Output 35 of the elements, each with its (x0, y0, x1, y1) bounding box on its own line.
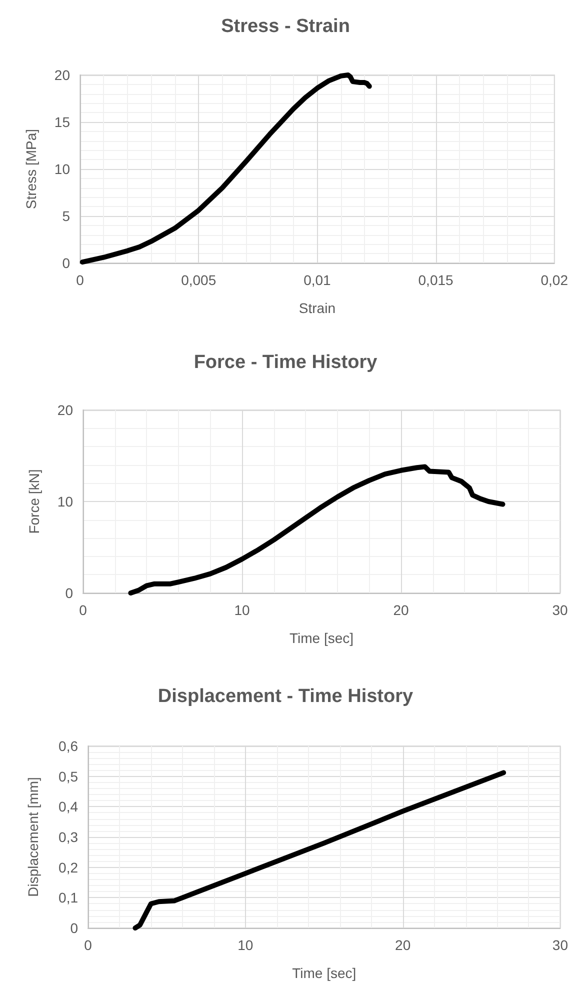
x-axis-title: Time [sec] (289, 630, 354, 646)
chart-title: Stress - Strain (221, 16, 350, 37)
x-tick-label: 0,02 (540, 272, 568, 288)
y-tick-label: 0 (70, 920, 78, 936)
y-tick-label: 5 (62, 208, 70, 224)
x-tick-label: 20 (393, 602, 409, 618)
x-tick-label: 0 (84, 937, 92, 953)
y-tick-label: 20 (54, 67, 70, 83)
y-tick-label: 0,1 (58, 890, 78, 906)
y-axis-title: Force [kN] (26, 469, 42, 534)
y-tick-label: 20 (57, 402, 74, 418)
y-tick-label: 10 (54, 161, 70, 177)
y-tick-label: 0,3 (58, 829, 78, 845)
y-tick-label: 10 (57, 494, 74, 510)
x-tick-label: 10 (238, 937, 254, 953)
chart-title: Displacement - Time History (158, 686, 414, 707)
y-tick-label: 0,2 (58, 859, 78, 876)
y-tick-label: 0 (62, 255, 70, 271)
y-tick-label: 0,6 (58, 738, 78, 754)
y-tick-label: 0 (65, 585, 74, 601)
x-axis-title: Strain (298, 300, 336, 316)
y-axis-title: Stress [MPa] (23, 128, 39, 210)
chart-title: Force - Time History (194, 352, 378, 373)
x-tick-label: 0,015 (418, 272, 454, 288)
y-tick-label: 0,5 (58, 768, 78, 784)
x-tick-label: 30 (552, 937, 568, 953)
x-tick-label: 0,01 (304, 272, 332, 288)
x-tick-label: 0,005 (181, 272, 216, 288)
x-tick-label: 20 (395, 937, 411, 953)
y-tick-label: 0,4 (58, 798, 78, 815)
y-tick-label: 15 (54, 114, 70, 130)
x-axis-title: Time [sec] (292, 965, 356, 981)
x-tick-label: 30 (552, 602, 568, 618)
x-tick-label: 10 (234, 602, 250, 618)
y-axis-title: Displacement [mm] (25, 777, 41, 897)
